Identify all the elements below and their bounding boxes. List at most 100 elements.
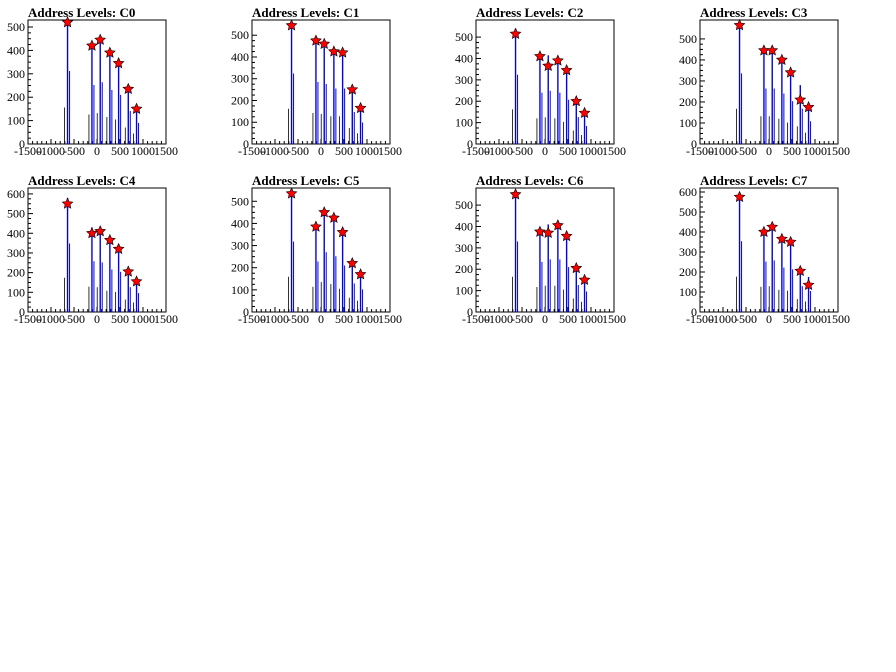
y-tick-label: 0	[691, 137, 697, 151]
y-tick-label: 500	[455, 198, 473, 212]
x-tick-label: 0	[318, 312, 324, 326]
peak-marker	[318, 206, 331, 218]
x-tick-label: -1500	[462, 144, 490, 158]
peak-marker	[346, 257, 359, 269]
x-tick-label: 1500	[378, 312, 402, 326]
x-tick-label: 0	[94, 312, 100, 326]
peak-marker	[310, 34, 322, 46]
y-tick-label: 100	[455, 284, 473, 298]
x-tick-label: 1000	[131, 144, 155, 158]
x-tick-label: -500	[63, 144, 85, 158]
y-tick-label: 100	[7, 285, 25, 299]
chart-panel: Address Levels: C30100200300400500-1500-…	[679, 5, 850, 158]
y-tick-label: 300	[7, 246, 25, 260]
peak-marker	[570, 261, 583, 274]
x-tick-label: 0	[766, 312, 772, 326]
x-tick-label: -1000	[709, 144, 737, 158]
peak-marker	[61, 197, 74, 209]
y-tick-label: 200	[231, 93, 249, 107]
peak-marker	[802, 100, 815, 113]
y-tick-label: 400	[231, 216, 249, 230]
y-tick-label: 400	[7, 43, 25, 57]
chart-title: Address Levels: C3	[700, 5, 808, 20]
x-tick-label: -1000	[37, 144, 65, 158]
y-tick-label: 100	[7, 114, 25, 128]
y-tick-label: 200	[679, 265, 697, 279]
x-tick-label: 1000	[355, 144, 379, 158]
chart-panel: Address Levels: C10100200300400500-1500-…	[231, 5, 402, 158]
x-tick-label: 500	[335, 144, 353, 158]
x-tick-label: 1000	[131, 312, 155, 326]
peak-marker	[542, 226, 555, 238]
y-tick-label: 500	[231, 194, 249, 208]
peak-marker	[802, 278, 815, 291]
y-tick-label: 100	[679, 116, 697, 130]
peak-marker	[784, 66, 797, 78]
peak-marker	[336, 226, 349, 238]
x-tick-label: 1500	[826, 312, 850, 326]
y-tick-label: 200	[231, 261, 249, 275]
y-tick-label: 0	[691, 305, 697, 319]
peak-marker	[327, 45, 340, 57]
x-tick-label: -1000	[485, 312, 513, 326]
x-tick-label: 500	[783, 144, 801, 158]
y-tick-label: 300	[455, 73, 473, 87]
peak-marker	[112, 57, 125, 69]
peak-marker	[336, 46, 349, 58]
peak-marker	[122, 265, 135, 277]
y-tick-label: 300	[7, 67, 25, 81]
x-tick-label: -500	[287, 144, 309, 158]
x-tick-label: -1500	[238, 144, 266, 158]
x-tick-label: 500	[335, 312, 353, 326]
chart-title: Address Levels: C7	[700, 173, 808, 188]
y-tick-label: 300	[679, 245, 697, 259]
x-tick-label: 1500	[602, 312, 626, 326]
y-tick-label: 300	[455, 241, 473, 255]
chart-panel: Address Levels: C4 0 100 200 300 400 500 600 -15…	[7, 173, 178, 326]
x-tick-label: 0	[542, 144, 548, 158]
x-tick-label: -500	[511, 144, 533, 158]
chart-panel: Address Levels: C20100200300400500-1500-…	[455, 5, 626, 158]
y-tick-label: 500	[679, 205, 697, 219]
peak-marker	[551, 54, 564, 66]
chart-panel: Address Levels: C60100200300400500-1500-…	[455, 173, 626, 326]
chart-title: Address Levels: C2	[476, 5, 583, 20]
y-tick-label: 400	[455, 51, 473, 65]
x-tick-label: 1000	[579, 144, 603, 158]
x-tick-label: 500	[111, 144, 129, 158]
peak-marker	[122, 82, 135, 95]
peak-marker	[103, 233, 116, 246]
peak-marker	[61, 16, 74, 28]
x-tick-label: 0	[318, 144, 324, 158]
peak-marker	[509, 27, 522, 39]
x-tick-label: 1500	[154, 144, 178, 158]
chart-title: Address Levels: C6	[476, 173, 584, 188]
peak-marker	[354, 101, 367, 114]
y-tick-label: 500	[7, 207, 25, 221]
x-tick-label: -1000	[37, 312, 65, 326]
peak-marker	[578, 106, 591, 119]
y-tick-label: 400	[231, 50, 249, 64]
y-tick-label: 0	[243, 137, 249, 151]
peak-marker	[534, 225, 546, 237]
x-tick-label: 500	[559, 312, 577, 326]
y-tick-label: 100	[231, 115, 249, 129]
x-tick-label: 500	[783, 312, 801, 326]
peak-marker	[327, 211, 340, 223]
y-tick-label: 500	[231, 28, 249, 42]
peak-marker	[784, 235, 797, 248]
x-tick-label: -1500	[14, 312, 42, 326]
peak-marker	[354, 268, 367, 280]
peak-marker	[318, 37, 331, 49]
peak-marker	[112, 242, 125, 255]
peak-marker	[310, 220, 322, 232]
peak-marker	[86, 39, 98, 51]
peak-marker	[509, 188, 522, 200]
peak-marker	[94, 225, 107, 237]
x-tick-label: 500	[559, 144, 577, 158]
peak-marker	[794, 93, 807, 105]
x-tick-label: -1500	[238, 312, 266, 326]
x-tick-label: -500	[287, 312, 309, 326]
chart-panel: Address Levels: C7 0 100 200 300 400 500 600 -15…	[679, 173, 850, 326]
